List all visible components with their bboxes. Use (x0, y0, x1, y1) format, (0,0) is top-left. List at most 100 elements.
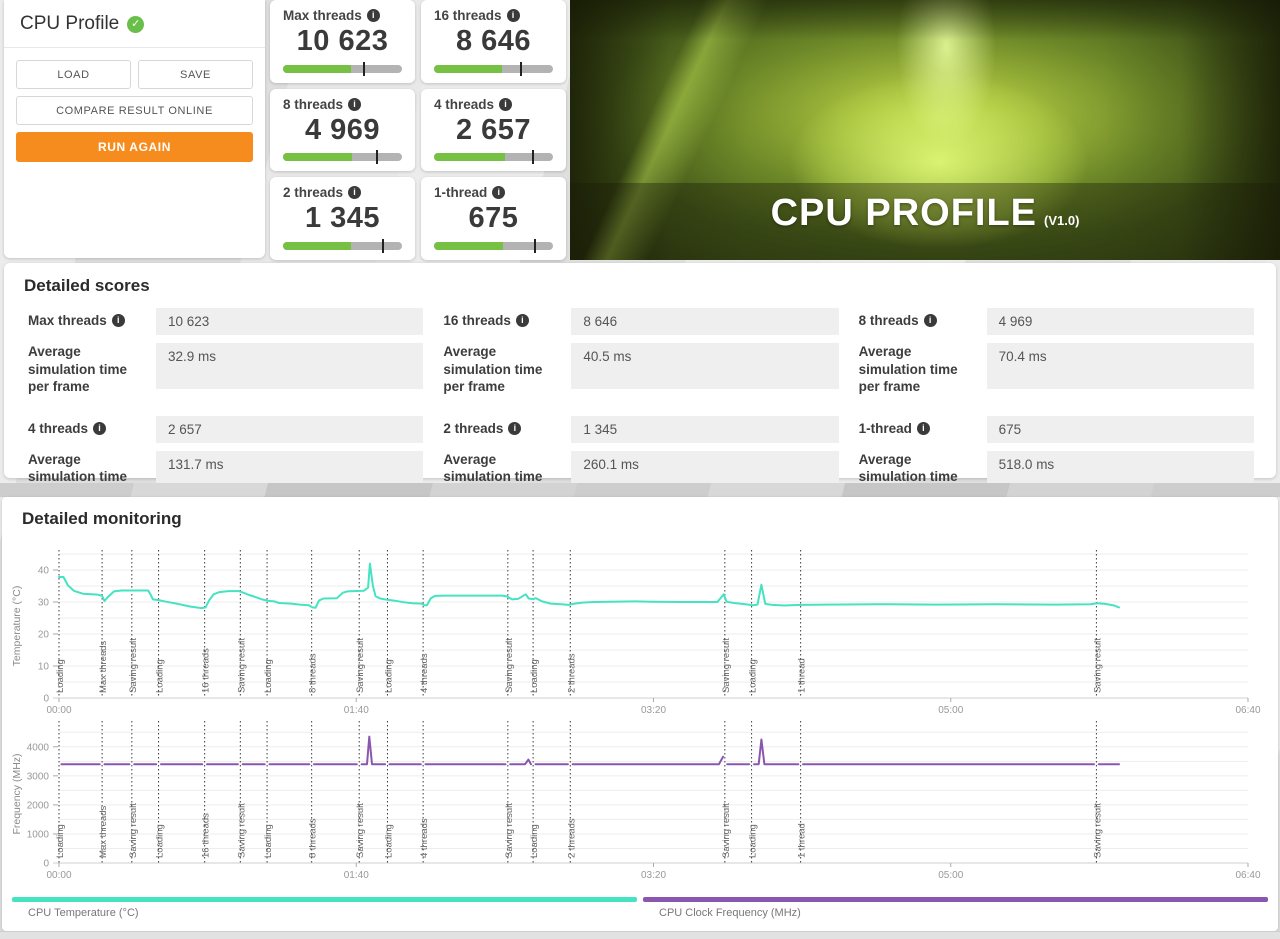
svg-text:05:00: 05:00 (938, 870, 963, 881)
svg-text:Max threads: Max threads (98, 640, 109, 693)
svg-text:03:20: 03:20 (641, 705, 666, 715)
info-icon[interactable]: i (506, 9, 520, 22)
detailed-scores-panel: Detailed scores Max threads i 10 623 Aver… (4, 263, 1276, 502)
hero-title: CPU PROFILE (770, 192, 1038, 234)
svg-text:Saving result: Saving result (236, 638, 247, 693)
score-item-8-threads: 8 threads i 4 969 Average simulation time… (859, 308, 1254, 396)
svg-text:2000: 2000 (27, 800, 50, 811)
load-button[interactable]: LOAD (16, 60, 131, 89)
legend-item-frequency: CPU Clock Frequency (MHz) (643, 897, 1268, 919)
chart-legend: CPU Temperature (°C) CPU Clock Frequency… (12, 897, 1268, 919)
cpu-clock-frequency-svg: 0 1000 2000 3000 4000 Frequency (MHz) 00:00 01:… (11, 721, 1261, 881)
info-icon[interactable]: i (916, 421, 930, 435)
score-value: 1 345 (571, 415, 839, 443)
info-icon[interactable]: i (111, 314, 125, 327)
detailed-scores-heading: Detailed scores (24, 276, 150, 295)
score-bar-marker (362, 61, 365, 76)
svg-text:Saving result: Saving result (128, 803, 139, 858)
svg-text:Saving result: Saving result (721, 638, 732, 693)
score-item-16-threads: 16 threads i 8 646 Average simulation tim… (443, 308, 839, 396)
info-icon[interactable]: i (366, 9, 380, 22)
score-bar-marker (519, 61, 522, 76)
svg-text:2 threads: 2 threads (566, 653, 577, 693)
info-icon[interactable]: i (492, 186, 506, 200)
save-button[interactable]: SAVE (138, 60, 253, 89)
detailed-monitoring-heading: Detailed monitoring (22, 509, 182, 528)
score-value: 4 969 (986, 308, 1254, 335)
cpu-temperature-svg: 0 10 20 30 40 Temperature (°C) 00:00 01:40 03:20… (11, 550, 1261, 716)
svg-text:03:20: 03:20 (641, 870, 666, 881)
svg-text:Loading: Loading (155, 659, 166, 693)
info-icon[interactable]: i (348, 97, 362, 111)
avg-sim-time-label: Average simulation time per frame (443, 344, 543, 395)
svg-text:Loading: Loading (263, 659, 274, 693)
score-bar (434, 150, 553, 165)
svg-text:Saving result: Saving result (355, 803, 366, 858)
svg-text:1 thread: 1 thread (797, 658, 808, 693)
info-icon[interactable]: i (508, 421, 522, 435)
score-bar (283, 150, 402, 165)
svg-text:01:40: 01:40 (344, 870, 369, 881)
score-card-8-threads: 8 threads i 4 969 (270, 88, 415, 172)
compare-result-online-button[interactable]: COMPARE RESULT ONLINE (16, 96, 253, 125)
svg-text:06:40: 06:40 (1235, 870, 1260, 881)
svg-text:8 threads: 8 threads (308, 818, 319, 858)
score-bar (283, 238, 402, 253)
svg-text:8 threads: 8 threads (308, 653, 319, 693)
svg-text:1000: 1000 (27, 829, 50, 840)
legend-item-temperature: CPU Temperature (°C) (12, 897, 637, 919)
svg-text:Loading: Loading (529, 659, 540, 693)
svg-text:3000: 3000 (27, 771, 50, 782)
run-again-button[interactable]: RUN AGAIN (16, 132, 253, 162)
svg-text:10: 10 (38, 662, 50, 673)
info-icon[interactable]: i (499, 97, 513, 111)
avg-sim-time-value: 40.5 ms (571, 343, 839, 389)
score-card-value: 2 657 (455, 113, 532, 146)
frequency-legend-label: CPU Clock Frequency (MHz) (659, 907, 801, 919)
score-card-label: Max threads i (283, 8, 402, 23)
score-item-max-threads: Max threads i 10 623 Average simulation t… (28, 308, 424, 396)
svg-text:Max threads: Max threads (98, 805, 109, 858)
svg-text:1 thread: 1 thread (797, 823, 808, 858)
avg-sim-time-label: Average simulation time per frame (28, 344, 128, 395)
svg-text:0: 0 (43, 694, 49, 705)
svg-text:00:00: 00:00 (46, 705, 71, 715)
score-bar (434, 61, 553, 76)
score-card-value: 10 623 (296, 25, 389, 57)
svg-text:Loading: Loading (55, 659, 66, 693)
info-icon[interactable]: i (348, 186, 362, 200)
svg-text:Loading: Loading (748, 659, 759, 693)
score-card-label: 4 threads i (434, 97, 553, 112)
success-check-icon: ✓ (127, 15, 145, 33)
svg-text:Saving result: Saving result (1092, 803, 1103, 858)
svg-text:Saving result: Saving result (1092, 638, 1103, 693)
hero-title-wrap: CPU PROFILE (V1.0) (570, 192, 1280, 235)
info-icon[interactable]: i (93, 421, 107, 435)
chevron-divider (0, 483, 1280, 497)
svg-text:Loading: Loading (263, 824, 274, 858)
score-card-label: 1-thread i (434, 185, 553, 200)
score-value: 8 646 (571, 308, 839, 335)
score-value: 675 (986, 415, 1254, 443)
svg-text:Frequency (MHz): Frequency (MHz) (11, 753, 23, 834)
svg-text:40: 40 (38, 566, 50, 577)
detailed-scores-grid: Max threads i 10 623 Average simulation t… (4, 296, 1276, 503)
svg-text:00:00: 00:00 (46, 870, 71, 881)
svg-text:4 threads: 4 threads (419, 653, 430, 693)
svg-text:Saving result: Saving result (128, 638, 139, 693)
svg-text:Saving result: Saving result (355, 638, 366, 693)
svg-text:20: 20 (38, 630, 50, 641)
temperature-chart: 0 10 20 30 40 Temperature (°C) 00:00 01:40 03:20… (2, 540, 1278, 716)
avg-sim-time-value: 32.9 ms (156, 343, 424, 389)
svg-text:Temperature (°C): Temperature (°C) (11, 586, 23, 667)
info-icon[interactable]: i (923, 314, 937, 327)
svg-text:Loading: Loading (383, 659, 394, 693)
footer-strip (0, 931, 1280, 939)
score-card-value: 8 646 (455, 25, 532, 57)
temperature-legend-swatch (12, 897, 637, 902)
info-icon[interactable]: i (515, 314, 529, 327)
score-value: 2 657 (156, 415, 424, 443)
score-card-max-threads: Max threads i 10 623 (270, 0, 415, 83)
avg-sim-time-value: 70.4 ms (986, 343, 1254, 389)
svg-text:0: 0 (43, 859, 49, 870)
